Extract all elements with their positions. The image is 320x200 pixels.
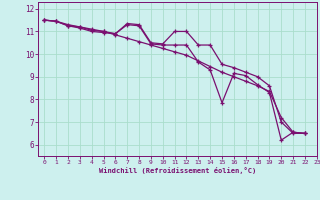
- X-axis label: Windchill (Refroidissement éolien,°C): Windchill (Refroidissement éolien,°C): [99, 167, 256, 174]
